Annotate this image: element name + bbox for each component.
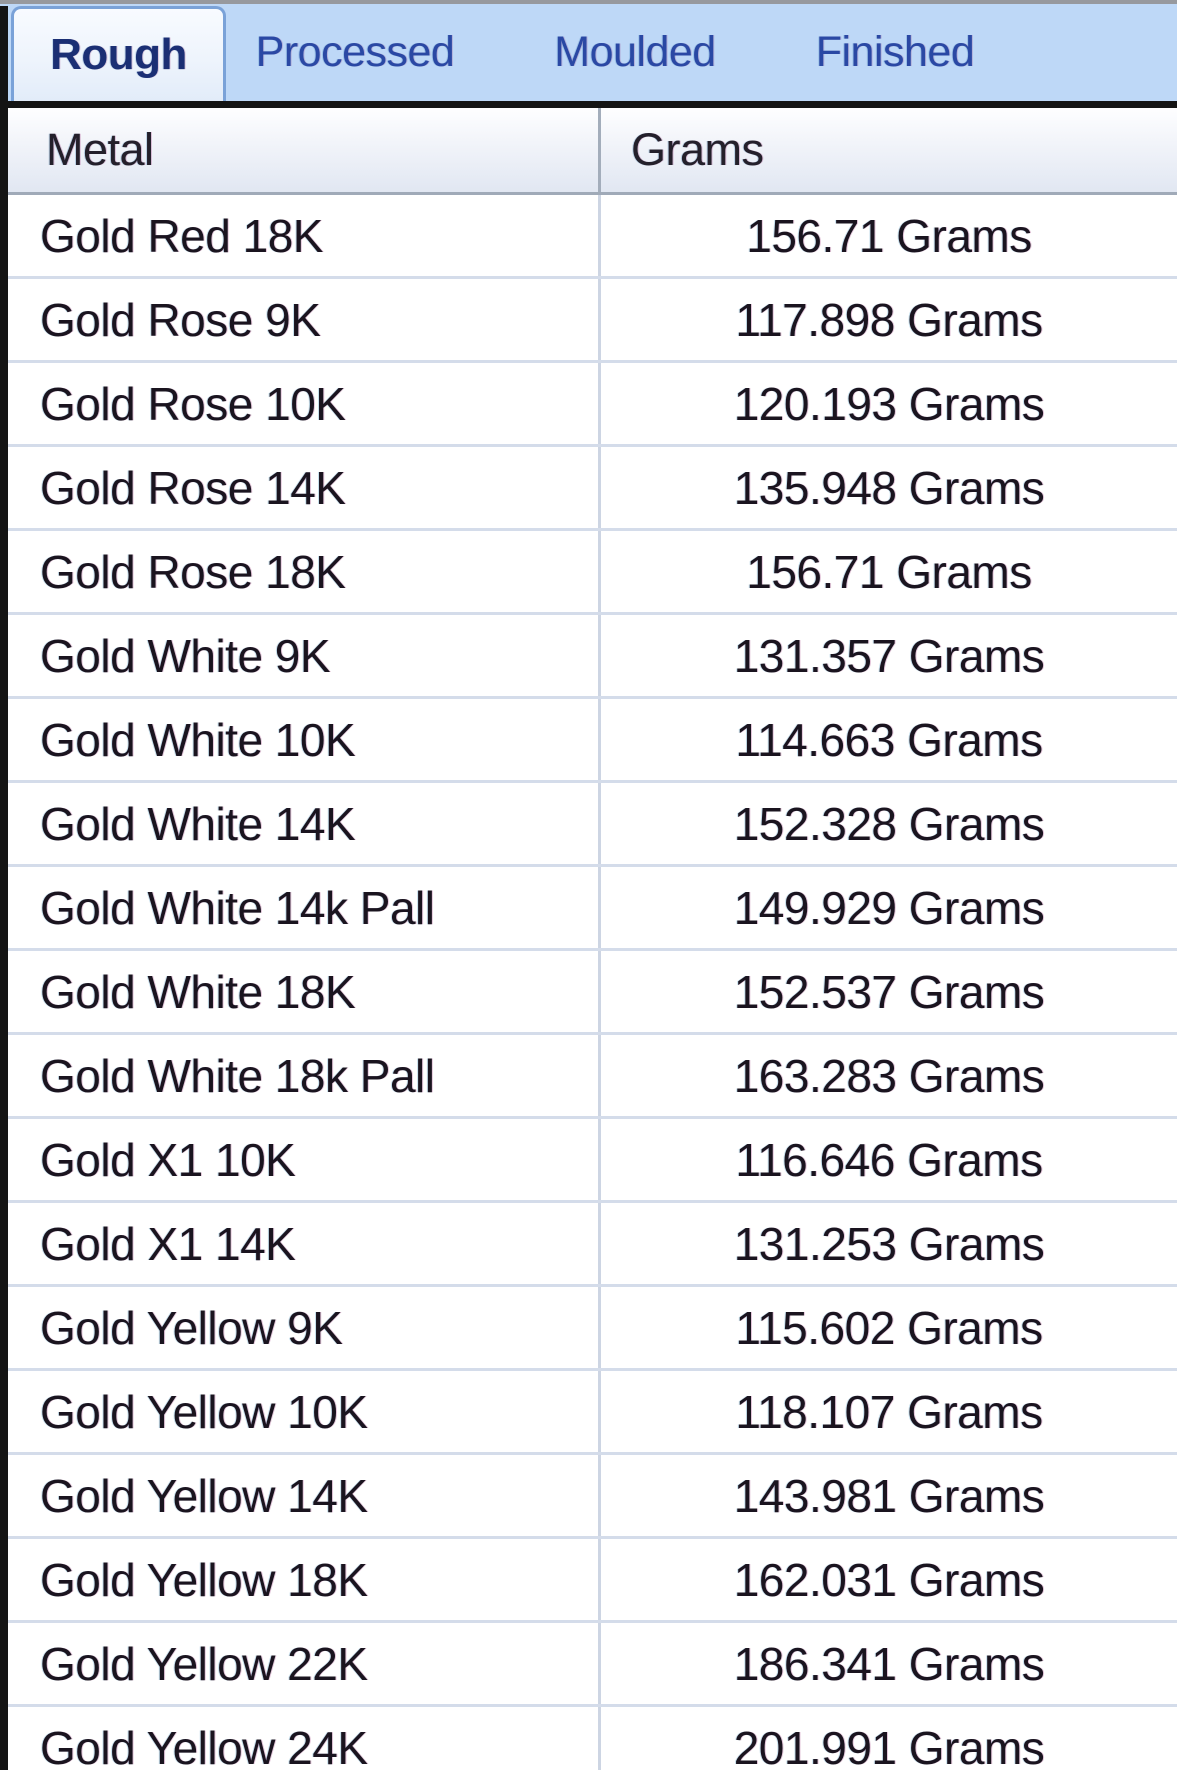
metal-cell: Gold X1 10K [8, 1119, 601, 1200]
table-row[interactable]: Gold Yellow 10K 118.107 Grams [8, 1371, 1177, 1455]
table-row[interactable]: Gold Rose 10K 120.193 Grams [8, 363, 1177, 447]
table-row[interactable]: Gold X1 14K 131.253 Grams [8, 1203, 1177, 1287]
grams-cell: 152.537 Grams [733, 965, 1045, 1018]
grams-cell: 156.71 Grams [746, 545, 1032, 598]
grams-cell: 201.991 Grams [733, 1721, 1045, 1770]
table-left-border [0, 6, 8, 1770]
table-row[interactable]: Gold Yellow 18K 162.031 Grams [8, 1539, 1177, 1623]
metal-cell: Gold White 9K [8, 615, 601, 696]
metal-cell: Gold Rose 14K [8, 447, 601, 528]
column-header-grams[interactable]: Grams [631, 124, 764, 175]
grams-cell: 120.193 Grams [733, 377, 1045, 430]
tab-finished[interactable]: Finished [815, 28, 975, 76]
table-row[interactable]: Gold Rose 14K 135.948 Grams [8, 447, 1177, 531]
table-row[interactable]: Gold White 18K 152.537 Grams [8, 951, 1177, 1035]
table-row[interactable]: Gold White 14K 152.328 Grams [8, 783, 1177, 867]
grams-cell: 114.663 Grams [735, 713, 1043, 766]
tab-moulded[interactable]: Moulded [554, 28, 716, 76]
tab-rough[interactable]: Rough [11, 6, 226, 101]
tab-processed[interactable]: Processed [255, 28, 455, 76]
metal-cell: Gold White 18k Pall [8, 1035, 601, 1116]
metal-cell: Gold Yellow 9K [8, 1287, 601, 1368]
table-row[interactable]: Gold Rose 18K 156.71 Grams [8, 531, 1177, 615]
grams-cell: 152.328 Grams [733, 797, 1045, 850]
table-row[interactable]: Gold White 10K 114.663 Grams [8, 699, 1177, 783]
metal-cell: Gold White 18K [8, 951, 601, 1032]
table-row[interactable]: Gold Red 18K 156.71 Grams [8, 195, 1177, 279]
grams-cell: 163.283 Grams [733, 1049, 1045, 1102]
table-row[interactable]: Gold White 14k Pall 149.929 Grams [8, 867, 1177, 951]
grams-cell: 162.031 Grams [733, 1553, 1045, 1606]
metal-cell: Gold X1 14K [8, 1203, 601, 1284]
table-row[interactable]: Gold Rose 9K 117.898 Grams [8, 279, 1177, 363]
grams-cell: 156.71 Grams [746, 209, 1032, 262]
column-header-metal[interactable]: Metal [8, 108, 601, 192]
table-row[interactable]: Gold Yellow 9K 115.602 Grams [8, 1287, 1177, 1371]
grams-cell: 149.929 Grams [733, 881, 1045, 934]
metal-cell: Gold White 10K [8, 699, 601, 780]
table-body: Gold Red 18K 156.71 Grams Gold Rose 9K 117.… [8, 195, 1177, 1770]
table-row[interactable]: Gold White 18k Pall 163.283 Grams [8, 1035, 1177, 1119]
metal-cell: Gold Yellow 10K [8, 1371, 601, 1452]
metal-cell: Gold Rose 10K [8, 363, 601, 444]
grams-cell: 116.646 Grams [735, 1133, 1043, 1186]
grams-cell: 118.107 Grams [735, 1385, 1043, 1438]
grams-cell: 131.253 Grams [733, 1217, 1045, 1270]
metal-cell: Gold Yellow 24K [8, 1707, 601, 1770]
metal-cell: Gold Yellow 22K [8, 1623, 601, 1704]
grams-cell: 131.357 Grams [733, 629, 1045, 682]
grams-cell: 143.981 Grams [733, 1469, 1045, 1522]
metal-cell: Gold Red 18K [8, 195, 601, 276]
top-divider-line [0, 0, 1177, 4]
table-row[interactable]: Gold Yellow 14K 143.981 Grams [8, 1455, 1177, 1539]
table-row[interactable]: Gold Yellow 24K 201.991 Grams [8, 1707, 1177, 1770]
table-row[interactable]: Gold X1 10K 116.646 Grams [8, 1119, 1177, 1203]
metal-cell: Gold White 14k Pall [8, 867, 601, 948]
tab-bar: Rough Processed Moulded Finished [0, 4, 1177, 101]
table-header-row: Metal Grams [8, 108, 1177, 195]
metal-cell: Gold Rose 18K [8, 531, 601, 612]
metal-cell: Gold White 14K [8, 783, 601, 864]
table-row[interactable]: Gold White 9K 131.357 Grams [8, 615, 1177, 699]
metals-table: Metal Grams Gold Red 18K 156.71 Grams Gold… [8, 108, 1177, 1770]
table-top-border [0, 101, 1177, 108]
grams-cell: 135.948 Grams [733, 461, 1045, 514]
grams-cell: 117.898 Grams [735, 293, 1043, 346]
table-row[interactable]: Gold Yellow 22K 186.341 Grams [8, 1623, 1177, 1707]
metal-cell: Gold Yellow 14K [8, 1455, 601, 1536]
grams-cell: 186.341 Grams [733, 1637, 1045, 1690]
metal-cell: Gold Yellow 18K [8, 1539, 601, 1620]
metal-cell: Gold Rose 9K [8, 279, 601, 360]
grams-cell: 115.602 Grams [735, 1301, 1043, 1354]
